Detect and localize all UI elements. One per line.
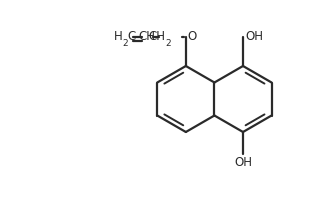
Text: CH: CH [149,30,166,44]
Text: H: H [114,29,123,43]
Text: O: O [188,30,197,44]
Text: C: C [128,30,136,44]
Text: 2: 2 [123,39,129,49]
Text: OH: OH [245,30,263,44]
Text: OH: OH [234,156,252,169]
Text: 2: 2 [166,39,171,49]
Text: CH: CH [138,30,155,44]
